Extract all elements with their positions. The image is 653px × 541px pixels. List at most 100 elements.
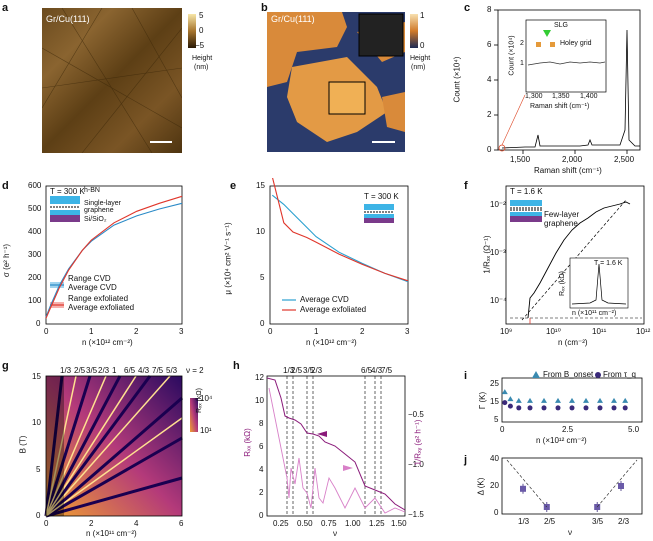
xtick-c-0: 1,500 xyxy=(510,155,531,164)
point-i-tauq xyxy=(541,405,547,411)
sample-label-a: Gr/Cu(111) xyxy=(46,14,90,24)
point-i-bonset xyxy=(622,397,629,403)
inset-xtick-c-1: 1,350 xyxy=(552,93,570,100)
panel-label-f: f xyxy=(464,180,468,192)
xtick-g-1: 2 xyxy=(89,519,94,528)
stack-substrate-d: Si/SiO₂ xyxy=(84,216,107,223)
panel-j: j 0 20 40 1/3 2/5 3/5 2/3 ν Δ (K) xyxy=(440,452,653,541)
point-i-tauq xyxy=(622,405,628,411)
xtick-g-2: 4 xyxy=(134,519,139,528)
legend-avg-cvd-d: Average CVD xyxy=(68,283,117,292)
nu-top-g-1: 2/5 xyxy=(74,366,86,375)
inset-legend-c-slg: SLG xyxy=(554,22,569,29)
legend-range-cvd-d: Range CVD xyxy=(68,274,111,283)
ytick-h-l-4: 8 xyxy=(259,419,264,428)
xtick-d-1: 1 xyxy=(89,327,94,336)
ylabel-j: Δ (K) xyxy=(476,477,486,496)
nu-top-h-6: 7/5 xyxy=(381,366,393,375)
xtick-e-2: 2 xyxy=(360,327,365,336)
ylabel-h-right: 1/Rₓᵧ (e² h⁻¹) xyxy=(413,419,423,466)
point-i-bonset xyxy=(527,397,533,403)
ytick-d-0: 0 xyxy=(36,319,41,328)
inset-ylabel-c: Count (×10⁴) xyxy=(508,35,516,76)
ylabel-d: σ (e² h⁻¹) xyxy=(2,243,12,278)
xlabel-d: n (×10¹² cm⁻²) xyxy=(82,338,133,347)
ytick-g-3: 15 xyxy=(32,372,41,381)
inset-ylabel-f: Rₓₓ (kΩ) xyxy=(559,271,566,296)
temp-label-e: T = 300 K xyxy=(364,192,399,201)
raman-plot-c xyxy=(494,9,641,154)
ylabel-h-left: Rₓₓ (kΩ) xyxy=(242,428,252,457)
ytick-h-l-3: 6 xyxy=(259,442,264,451)
xtick-d-0: 0 xyxy=(44,327,49,336)
landau-fan-g xyxy=(44,375,198,518)
xtick-f-1: 10¹⁰ xyxy=(546,327,561,336)
point-j xyxy=(520,485,526,492)
point-i-bonset xyxy=(583,397,589,403)
stack-graphene-d: Single-layer graphene xyxy=(84,200,121,214)
xtick-f-0: 10⁹ xyxy=(500,327,513,336)
panel-h: h 1/3 2/5 3/5 2/3 6/5 4/3 7/5 0 2 4 6 8 … xyxy=(225,358,435,541)
nu-top-g-3: 2/3 xyxy=(98,366,110,375)
legend-avg-cvd-e: Average CVD xyxy=(300,295,349,304)
panel-label-a: a xyxy=(2,2,9,14)
ytick-f-2: 10⁻² xyxy=(490,200,506,209)
xtick-g-0: 0 xyxy=(44,519,49,528)
xtick-e-3: 3 xyxy=(405,327,410,336)
ytick-h-l-0: 0 xyxy=(259,511,264,520)
ytick-e-2: 10 xyxy=(256,227,265,236)
ytick-g-2: 10 xyxy=(32,418,41,427)
series-e-1 xyxy=(272,178,409,282)
inset-ytick-c-1: 2 xyxy=(520,40,524,47)
nu-top-g-4: 1 xyxy=(112,366,117,375)
gap-plot-j xyxy=(501,457,643,515)
series-d-1 xyxy=(45,195,183,319)
temp-label-d: T = 300 K xyxy=(50,187,85,196)
cbar-title-a: Height xyxy=(192,55,213,62)
point-i-tauq xyxy=(502,400,508,406)
xtick-h-2: 0.75 xyxy=(321,519,337,528)
conductivity-plot-d xyxy=(45,185,183,325)
ytick-d-6: 600 xyxy=(28,181,42,190)
xtick-c-2: 2,500 xyxy=(614,155,635,164)
panel-i: i From B_onset From τ_q 5 15 25 0 2.5 5.… xyxy=(440,368,653,448)
ytick-j-1: 20 xyxy=(490,481,499,490)
inset-legend-c-holey: Holey grid xyxy=(560,40,592,47)
stack-label-f: Few-layer graphene xyxy=(544,210,580,228)
point-j xyxy=(618,483,624,489)
ytick-h-l-1: 2 xyxy=(259,488,264,497)
ytick-g-1: 5 xyxy=(36,465,41,474)
ytick-d-3: 300 xyxy=(28,250,42,259)
mobility-plot-e xyxy=(269,178,409,325)
cbar-title-g: Rₓₓ (kΩ) xyxy=(196,388,203,413)
xtick-d-2: 2 xyxy=(134,327,139,336)
inset-temp-f: T = 1.6 K xyxy=(594,260,623,267)
inset-xtick-c-0: 1,300 xyxy=(525,93,543,100)
panel-label-j: j xyxy=(464,454,468,466)
xtick-j-0: 1/3 xyxy=(518,517,530,526)
sample-label-b: Gr/Cu(111) xyxy=(271,14,315,24)
fqh-plot-h xyxy=(266,375,406,517)
nu-top-g-5: 6/5 xyxy=(124,366,136,375)
inset-xtick-c-2: 1,400 xyxy=(580,93,598,100)
xtick-j-3: 2/3 xyxy=(618,517,630,526)
xtick-h-1: 0.50 xyxy=(297,519,313,528)
ytick-h-l-5: 10 xyxy=(255,396,264,405)
ytick-e-0: 0 xyxy=(260,319,265,328)
panel-label-g: g xyxy=(2,360,9,372)
panel-label-i: i xyxy=(464,370,468,382)
ytick-j-0: 0 xyxy=(494,508,499,517)
legend-bonset-i: From B_onset xyxy=(543,370,594,379)
ylabel-g: B (T) xyxy=(18,435,28,454)
point-i-tauq xyxy=(611,405,617,411)
ytick-h-l-6: 12 xyxy=(255,373,264,382)
xtick-h-3: 1.00 xyxy=(345,519,361,528)
ylabel-c: Count (×10⁴) xyxy=(452,56,462,103)
legend-avg-exf-e: Average exfoliated xyxy=(300,305,367,314)
inset-xlabel-c: Raman shift (cm⁻¹) xyxy=(530,103,590,110)
xtick-h-5: 1.50 xyxy=(391,519,407,528)
panel-c: c 0 2 4 6 8 1,500 2,000 2,500 Raman shif… xyxy=(430,0,653,178)
ytick-d-2: 200 xyxy=(28,273,42,282)
point-i-tauq xyxy=(516,405,522,411)
cbar-unit-b: (nm) xyxy=(411,64,426,71)
